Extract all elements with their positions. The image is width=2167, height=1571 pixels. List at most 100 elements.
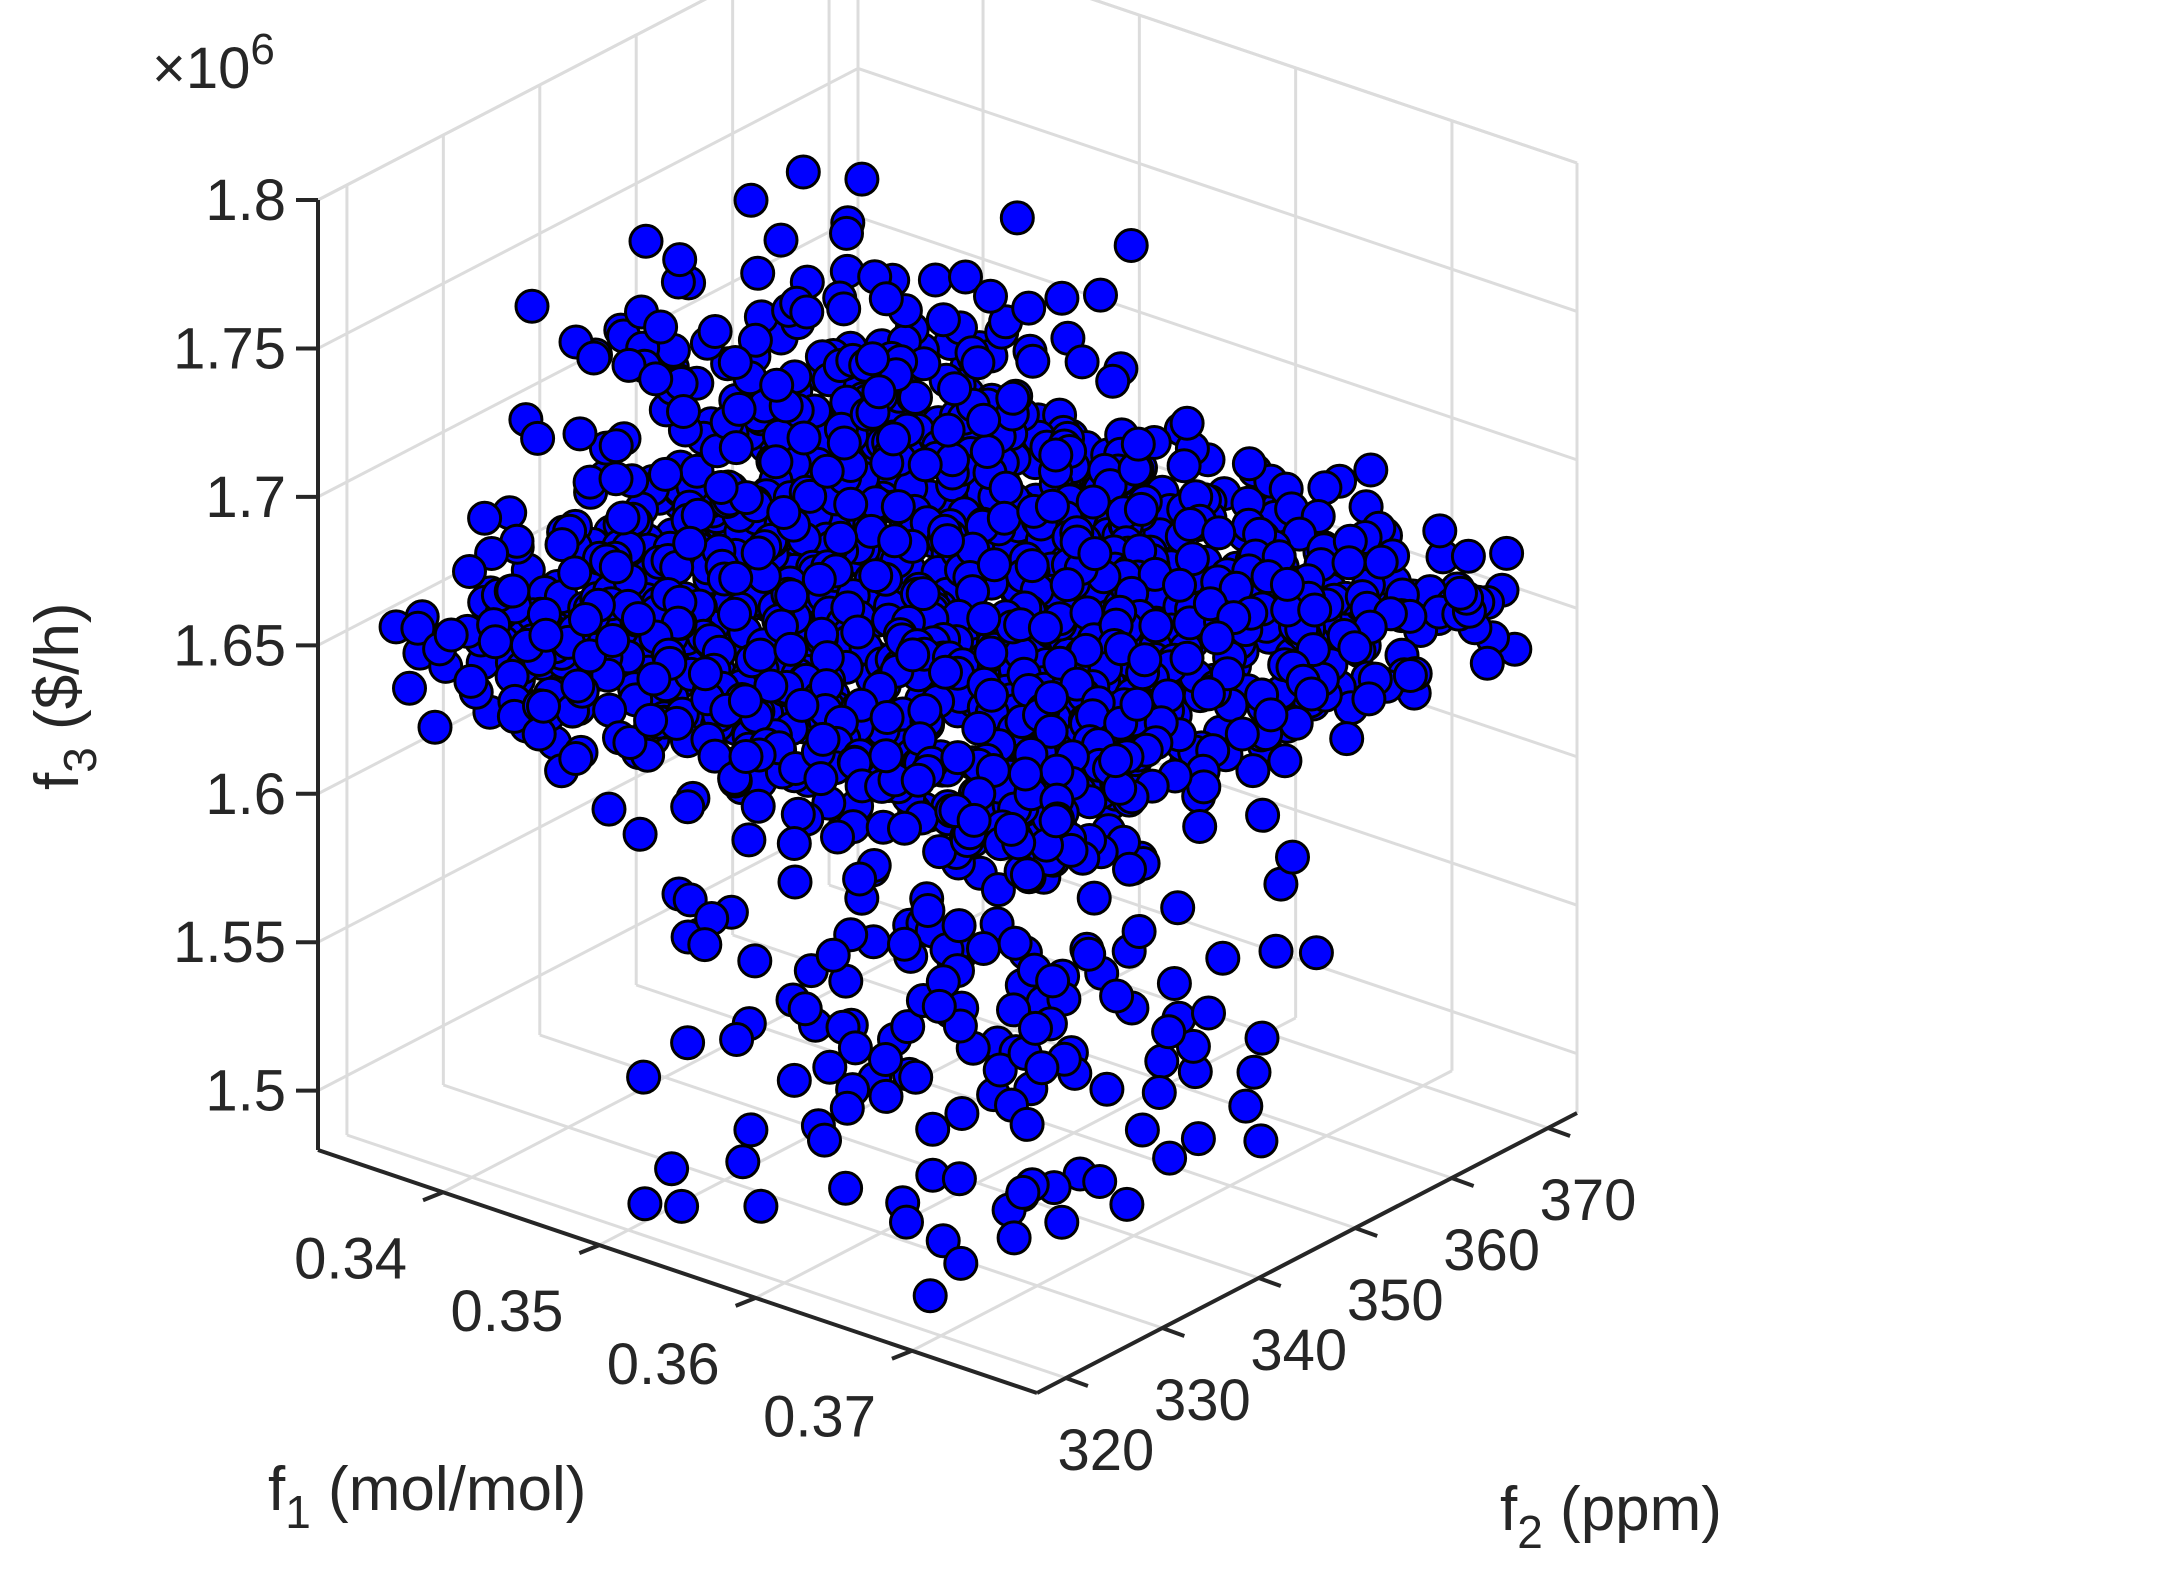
data-point	[1353, 452, 1389, 488]
y-tick	[1161, 1326, 1186, 1338]
data-point	[1201, 515, 1237, 551]
x-axis-line	[317, 1148, 1038, 1395]
data-point	[725, 1144, 761, 1180]
x-axis-title: f1 (mol/mol)	[268, 1455, 586, 1538]
data-point	[1038, 803, 1074, 839]
data-point	[868, 1078, 904, 1114]
data-point	[742, 637, 778, 673]
data-point	[417, 709, 453, 745]
y-tick	[1450, 1176, 1475, 1188]
data-point	[654, 1151, 690, 1187]
data-point	[982, 1052, 1018, 1088]
data-point	[622, 816, 658, 852]
data-point	[433, 617, 469, 653]
z-tick-label: 1.65	[173, 613, 286, 678]
data-point	[763, 222, 799, 258]
data-point	[1243, 1123, 1279, 1159]
data-point	[598, 549, 634, 585]
data-point	[1199, 620, 1235, 656]
data-point	[759, 367, 795, 403]
data-point	[812, 1049, 848, 1085]
data-point	[776, 1062, 812, 1098]
data-point	[1113, 228, 1149, 263]
z-exponent-label: ×106	[152, 25, 275, 101]
data-point	[737, 943, 773, 979]
data-point	[638, 361, 674, 397]
data-point	[703, 470, 739, 505]
data-point	[999, 200, 1035, 236]
data-point	[1089, 1071, 1125, 1107]
z-exponent-power: 6	[250, 25, 274, 74]
data-point	[960, 345, 996, 381]
data-point	[928, 654, 963, 690]
data-point	[785, 154, 821, 190]
y-axis-line	[1036, 1111, 1578, 1395]
data-point	[733, 182, 769, 218]
data-point	[562, 416, 598, 452]
data-point	[1044, 1204, 1080, 1240]
data-point	[907, 693, 943, 728]
data-point	[1329, 721, 1365, 757]
data-point	[733, 1112, 769, 1148]
data-point	[1450, 538, 1486, 574]
data-point	[809, 453, 845, 489]
data-point	[727, 683, 763, 719]
data-point	[966, 601, 1002, 637]
data-point	[557, 555, 593, 591]
data-point	[966, 931, 1001, 966]
data-point	[1121, 914, 1157, 949]
data-point	[807, 1122, 842, 1158]
y-tick-label: 340	[1250, 1318, 1347, 1383]
data-point	[633, 702, 669, 738]
data-point	[1044, 280, 1080, 316]
data-point	[948, 259, 983, 295]
data-point	[1151, 1014, 1187, 1050]
data-point	[1180, 1121, 1216, 1157]
data-point	[805, 721, 841, 757]
data-point	[598, 461, 634, 497]
x-tick	[734, 1296, 757, 1308]
data-point	[1245, 797, 1281, 833]
data-point	[1351, 681, 1387, 717]
y-tick	[1065, 1376, 1089, 1388]
data-point	[666, 394, 701, 429]
data-point	[829, 215, 864, 251]
data-point	[717, 345, 753, 380]
y-tick	[1258, 1276, 1282, 1288]
data-point	[773, 631, 809, 667]
data-point	[1172, 507, 1208, 542]
data-point	[898, 380, 933, 415]
data-point	[718, 560, 754, 596]
data-point	[910, 893, 946, 928]
data-point	[598, 428, 634, 464]
data-point	[758, 444, 794, 480]
data-point	[718, 430, 754, 466]
data-point	[887, 926, 922, 962]
data-point	[1294, 676, 1330, 712]
data-point	[643, 309, 679, 345]
y-tick-label: 360	[1443, 1218, 1540, 1283]
data-point	[526, 688, 561, 724]
data-point	[670, 1025, 706, 1061]
data-point	[973, 278, 1008, 314]
z-tick-label: 1.7	[205, 465, 286, 530]
data-point	[823, 520, 859, 556]
data-point	[907, 447, 943, 483]
floor-grid-x	[911, 1069, 1453, 1353]
data-point	[905, 576, 941, 612]
data-point	[828, 1170, 864, 1206]
data-point	[591, 791, 627, 827]
data-point	[1186, 769, 1222, 805]
data-point	[719, 1022, 755, 1057]
data-point	[941, 1161, 977, 1197]
data-point	[1109, 1186, 1145, 1222]
data-point	[672, 525, 708, 561]
data-point	[976, 547, 1012, 583]
data-point	[973, 635, 1009, 671]
data-point	[900, 762, 936, 798]
data-point	[1034, 680, 1069, 716]
data-point	[889, 1204, 924, 1240]
data-point	[801, 561, 837, 597]
data-point	[1015, 343, 1051, 379]
data-point	[1169, 640, 1205, 676]
